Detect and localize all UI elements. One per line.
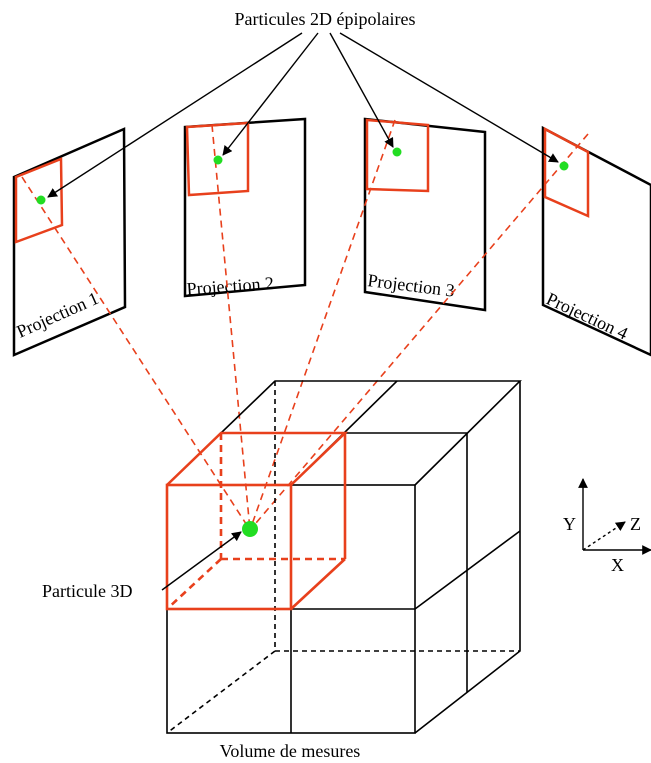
projection-3-label: Projection 3 <box>367 270 456 301</box>
axis-y-label: Y <box>563 514 576 534</box>
epipolar-ray-1 <box>21 176 251 531</box>
particle-2d-2 <box>213 155 223 165</box>
projection-panel-4: Projection 4 <box>541 125 651 357</box>
projection-4-label: Projection 4 <box>543 288 631 343</box>
epipolar-ray-3 <box>249 119 396 531</box>
axis-x-label: X <box>611 555 624 575</box>
axis-z-label: Z <box>630 514 641 534</box>
projection-panel-3: Projection 3 <box>363 117 487 312</box>
volume-label: Volume de mesures <box>220 741 361 761</box>
projection-panel-2: Projection 2 <box>183 117 307 299</box>
pointer-arrows <box>47 32 559 591</box>
particle-3d <box>242 521 258 537</box>
epipolar-ray-4 <box>249 133 589 531</box>
projection-1-label: Projection 1 <box>13 288 101 342</box>
particle-2d-1 <box>36 195 46 205</box>
epipolar-rays <box>21 119 589 531</box>
particle-2d-3 <box>392 147 402 157</box>
particle-3d-label: Particule 3D <box>42 581 132 601</box>
epipolar-ray-2 <box>211 124 251 531</box>
projection-2-label: Projection 2 <box>186 273 275 299</box>
highlighted-subvolume <box>165 431 349 611</box>
axes-indicator <box>578 478 651 555</box>
particle-2d-4 <box>559 161 569 171</box>
top-title: Particules 2D épipolaires <box>235 9 416 29</box>
projection-panel-1: Projection 1 <box>12 127 127 357</box>
